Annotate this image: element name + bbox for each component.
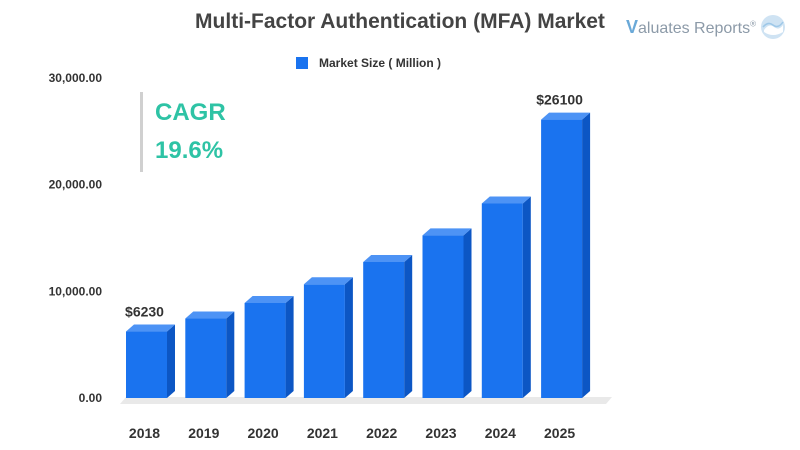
bar-side	[463, 228, 472, 398]
x-tick-label: 2019	[188, 425, 219, 441]
bar-side	[522, 196, 531, 398]
data-label: $6230	[125, 304, 164, 320]
legend-swatch	[296, 57, 308, 69]
brand-text: Valuates Reports®	[626, 17, 756, 38]
bar	[481, 203, 523, 398]
data-label: $26100	[536, 92, 583, 108]
bar-side	[226, 311, 235, 398]
cagr-callout: CAGR 19.6%	[140, 92, 226, 172]
bar-top	[303, 277, 353, 285]
cagr-label: CAGR	[155, 99, 226, 126]
x-tick-label: 2022	[366, 425, 397, 441]
x-tick-label: 2020	[248, 425, 279, 441]
bar	[541, 119, 583, 398]
bar-side	[167, 324, 175, 398]
y-tick-label: 30,000.00	[49, 71, 103, 85]
bar	[422, 235, 464, 398]
bar-top	[185, 311, 235, 319]
y-tick-label: 10,000.00	[49, 284, 103, 298]
brand-initial: V	[626, 16, 639, 37]
brand-globe-icon	[760, 15, 785, 39]
y-tick-label: 0.00	[79, 391, 103, 405]
brand-logo: Valuates Reports®	[626, 14, 786, 40]
bar-top	[541, 112, 591, 120]
x-tick-label: 2024	[485, 425, 516, 441]
chart-floor	[120, 397, 612, 404]
bar-side	[285, 295, 294, 398]
legend-label: Market Size ( Million )	[319, 56, 442, 70]
bar	[185, 318, 227, 398]
x-tick-label: 2021	[307, 425, 338, 441]
bar-side	[582, 112, 591, 398]
bar	[303, 284, 345, 398]
bar-top	[363, 255, 413, 262]
bar-top	[244, 295, 294, 303]
bar	[126, 331, 167, 398]
cagr-value: 19.6%	[155, 137, 224, 164]
bar-top	[481, 196, 531, 204]
brand-mark: ®	[750, 19, 756, 29]
x-tick-label: 2023	[425, 425, 456, 441]
bar-top	[422, 228, 472, 236]
bar	[363, 262, 405, 398]
bar-top	[126, 324, 175, 332]
x-tick-label: 2025	[544, 425, 575, 441]
bar-side	[344, 277, 353, 398]
bar-side	[404, 255, 413, 398]
x-tick-label: 2018	[129, 425, 160, 441]
bar	[244, 302, 286, 398]
brand-name: aluates Reports	[638, 19, 751, 37]
chart-title: Multi-Factor Authentication (MFA) Market	[195, 10, 605, 33]
y-tick-label: 20,000.00	[49, 178, 103, 192]
legend: Market Size ( Million )	[296, 56, 441, 70]
